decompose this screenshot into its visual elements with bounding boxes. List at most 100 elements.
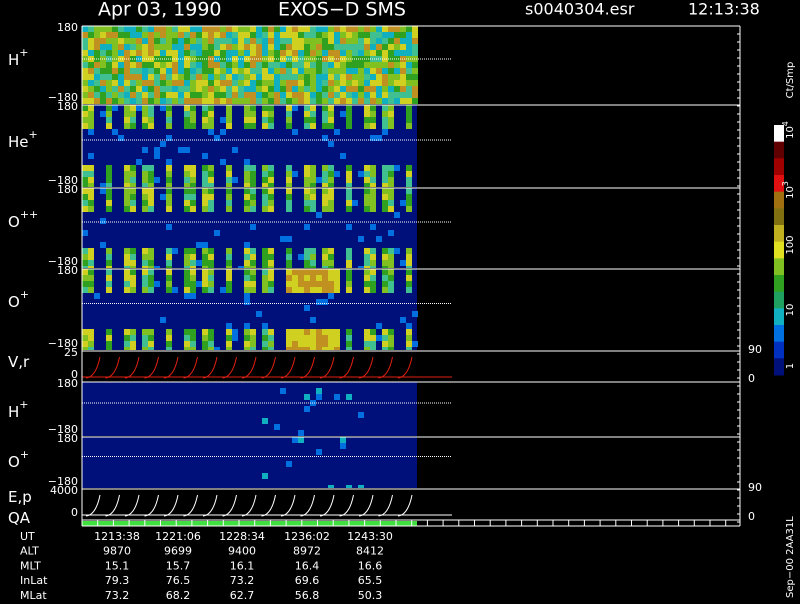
spectrogram-cell bbox=[184, 80, 190, 86]
table-value: 16.4 bbox=[295, 559, 320, 572]
spectrogram-cell bbox=[304, 275, 310, 281]
spectrogram-cell bbox=[202, 194, 208, 200]
spectrogram-cell bbox=[382, 347, 388, 350]
spectrogram-cell bbox=[250, 68, 256, 74]
spectrogram-cell bbox=[166, 38, 172, 44]
spectrogram-cell bbox=[346, 347, 352, 350]
spectrogram-cell bbox=[82, 260, 88, 266]
spectrogram-cell bbox=[298, 92, 304, 98]
spectrogram-cell bbox=[130, 281, 136, 287]
y2-tick-label: 0 bbox=[748, 372, 755, 385]
spectrogram-cell bbox=[124, 26, 130, 32]
spectrogram-cell bbox=[340, 44, 346, 50]
spectrogram-cell bbox=[244, 32, 250, 38]
spectrogram-cell bbox=[148, 92, 154, 98]
y-tick-label: 0 bbox=[71, 506, 78, 519]
spectrogram-cell bbox=[412, 44, 418, 50]
spectrogram-cell bbox=[106, 194, 112, 200]
spectrogram-cell bbox=[286, 335, 292, 341]
spectrogram-cell bbox=[82, 341, 88, 347]
spectrogram-cell bbox=[244, 287, 250, 293]
spectrogram-cell bbox=[100, 188, 106, 194]
spectrogram-cell bbox=[310, 254, 316, 260]
table-value: 9699 bbox=[164, 545, 192, 558]
spectrogram-cell bbox=[256, 80, 262, 86]
spectrogram-cell bbox=[130, 183, 136, 187]
spectrogram-cell bbox=[352, 44, 358, 50]
spectrogram-cell bbox=[292, 50, 298, 56]
spectrogram-cell bbox=[322, 68, 328, 74]
spectrogram-cell bbox=[100, 111, 106, 117]
spectrogram-cell bbox=[376, 44, 382, 50]
spectrogram-cell bbox=[382, 275, 388, 281]
spectrogram-cell bbox=[238, 38, 244, 44]
spectrogram-cell bbox=[148, 171, 154, 177]
y-tick-label: 180 bbox=[57, 183, 78, 196]
spectrogram-cell bbox=[304, 38, 310, 44]
spectrogram-cell bbox=[250, 171, 256, 177]
spectrogram-cell bbox=[406, 183, 412, 187]
spectrogram-cell bbox=[130, 206, 136, 212]
spectrogram-cell bbox=[238, 62, 244, 68]
spectrogram-cell bbox=[202, 98, 208, 104]
table-label: UT bbox=[20, 530, 35, 543]
spectrogram-cell bbox=[124, 254, 130, 260]
spectrogram-cell bbox=[166, 86, 172, 92]
spectrogram-cell bbox=[262, 473, 268, 479]
spectrogram-cell bbox=[106, 347, 112, 350]
spectrogram-cell bbox=[220, 129, 226, 135]
spectrogram-cell bbox=[190, 50, 196, 56]
panel-species: He bbox=[8, 133, 29, 151]
spectrogram-cell bbox=[166, 105, 172, 111]
spectrogram-cell bbox=[406, 269, 412, 275]
spectrogram-cell bbox=[220, 74, 226, 80]
spectrogram-cell bbox=[130, 269, 136, 275]
spectrogram-cell bbox=[322, 32, 328, 38]
panel-charge: + bbox=[20, 448, 29, 461]
spectrogram-cell bbox=[124, 335, 130, 341]
spectrogram-cell bbox=[82, 200, 88, 206]
spectrogram-cell bbox=[286, 98, 292, 104]
colorbar-segment bbox=[774, 225, 784, 243]
spectrogram-cell bbox=[346, 80, 352, 86]
spectrogram-cell bbox=[172, 74, 178, 80]
spectrogram-cell bbox=[184, 281, 190, 287]
spectrogram-cell bbox=[262, 123, 268, 129]
spectrogram-cell bbox=[142, 269, 148, 275]
spectrogram-cell bbox=[370, 329, 376, 335]
spectrogram-cell bbox=[154, 281, 160, 287]
spectrogram-cell bbox=[130, 123, 136, 129]
spectrogram-cell bbox=[82, 92, 88, 98]
spectrogram-cell bbox=[124, 248, 130, 254]
spectrogram-cell bbox=[238, 86, 244, 92]
spectrogram-cell bbox=[184, 194, 190, 200]
spectrogram-cell bbox=[364, 254, 370, 260]
spectrogram-cell bbox=[286, 171, 292, 177]
colorbar-label: 104 bbox=[781, 121, 797, 139]
spectrogram-cell bbox=[322, 44, 328, 50]
spectrogram-cell bbox=[88, 266, 94, 268]
spectrogram-cell bbox=[220, 92, 226, 98]
spectrogram-cell bbox=[166, 254, 172, 260]
spectrogram-cell bbox=[196, 68, 202, 74]
spectrogram-cell bbox=[364, 38, 370, 44]
spectrogram-cell bbox=[268, 329, 274, 335]
spectrogram-cell bbox=[232, 50, 238, 56]
spectrogram-cell bbox=[112, 98, 118, 104]
spectrogram-cell bbox=[346, 68, 352, 74]
spectrogram-cell bbox=[316, 281, 322, 287]
spectrogram-cell bbox=[364, 335, 370, 341]
spectrogram-cell bbox=[304, 266, 310, 268]
spectrogram-cell bbox=[118, 92, 124, 98]
spectrogram-cell bbox=[106, 44, 112, 50]
spectrogram-cell bbox=[352, 68, 358, 74]
panel-species: E,p bbox=[8, 488, 32, 506]
spectrogram-cell bbox=[388, 38, 394, 44]
spectrogram-cell bbox=[154, 74, 160, 80]
spectrogram-cell bbox=[286, 123, 292, 129]
y-tick-label: 180 bbox=[57, 100, 78, 113]
spectrogram-cell bbox=[160, 86, 166, 92]
spectrogram-cell bbox=[124, 105, 130, 111]
spectrogram-cell bbox=[382, 44, 388, 50]
spectrogram-cell bbox=[400, 317, 406, 323]
